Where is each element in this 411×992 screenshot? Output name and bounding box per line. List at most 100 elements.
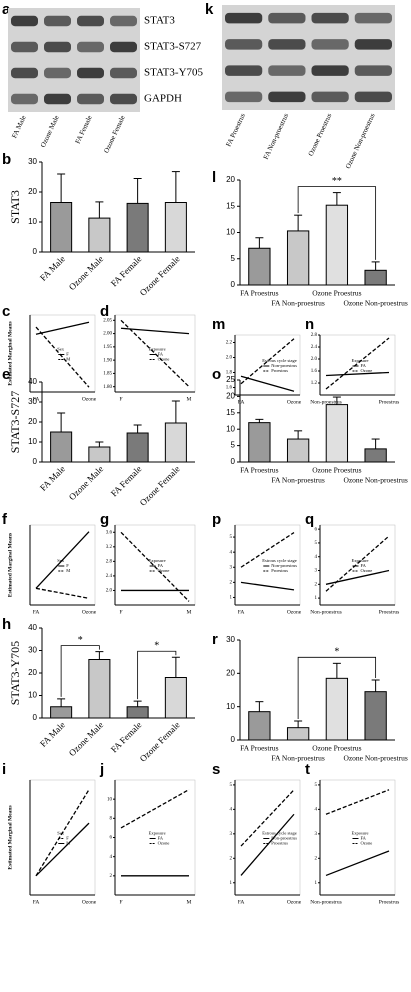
y-axis-label: STAT3-S727: [8, 391, 22, 453]
panel-letter: r: [212, 631, 218, 648]
blot-band: [44, 93, 71, 105]
x-tick-label: Proestrus: [379, 899, 399, 905]
plot-frame: [114, 524, 196, 606]
blot-band: [44, 67, 71, 79]
band-label: STAT3-S727: [144, 41, 202, 53]
panel-letter: l: [212, 169, 216, 186]
blot-band: [225, 91, 263, 103]
y-tick-label: 1.95: [103, 345, 112, 350]
blot-band: [11, 15, 38, 27]
lane-label: Ozone Proestrus: [307, 112, 334, 157]
legend-label: Proestrus: [271, 368, 288, 373]
legend-title: Sex: [57, 831, 65, 836]
panel-letter: h: [2, 616, 11, 633]
y-tick-label: 0: [231, 280, 236, 289]
y-tick-label: 1.8: [226, 371, 233, 376]
y-tick-label: 20: [28, 417, 37, 426]
y-tick-label: 1: [315, 881, 318, 886]
x-tick-label: FA Female: [109, 254, 144, 289]
blot-band: [77, 93, 104, 105]
bar: [286, 230, 310, 286]
x-tick-label: FA Proestrus: [240, 744, 278, 753]
legend-label: Ozone: [158, 841, 170, 846]
y-tick-label: 1.85: [103, 372, 112, 377]
x-tick-label: Ozone Proestrus: [312, 744, 361, 753]
series-line: [120, 319, 190, 388]
plot-frame: [29, 314, 96, 393]
significance-label: *: [154, 641, 159, 652]
significance-label: *: [78, 635, 83, 646]
x-tick-label: FA: [33, 609, 40, 615]
y-tick-label: 2.05: [103, 318, 112, 323]
blot-band: [354, 91, 392, 103]
y-tick-label: 0: [231, 457, 236, 466]
legend-title: Estrous cycle stage: [262, 558, 297, 563]
panel-letter: i: [2, 761, 6, 778]
series-line: [120, 327, 190, 335]
y-tick-label: 4: [315, 555, 318, 560]
blot-band: [110, 93, 137, 105]
series-line: [35, 326, 90, 388]
y-tick-label: 10: [28, 437, 37, 446]
y-tick-label: 0: [33, 457, 38, 466]
x-tick-label: M: [187, 899, 192, 905]
blot-band: [354, 39, 392, 50]
bar: [325, 404, 349, 463]
series-line: [325, 371, 390, 377]
lane-label: Ozone Male: [39, 114, 61, 149]
y-tick-label: 20: [28, 668, 37, 677]
legend-title: Exposure: [352, 358, 369, 363]
y-tick-label: 4: [230, 550, 233, 555]
blot-band: [311, 91, 349, 103]
blot-band: [77, 67, 104, 79]
series-line: [35, 587, 90, 599]
x-tick-label: Ozone Female: [138, 254, 182, 298]
series-line: [325, 337, 390, 390]
lane-label: Ozone Non-proestrus: [344, 112, 377, 170]
y-tick-label: 3: [230, 565, 233, 570]
y-axis-label: Estimated Marginal Means: [7, 805, 13, 869]
y-tick-label: 8: [110, 816, 113, 821]
blot-band: [77, 15, 104, 27]
y-tick-label: 0: [33, 713, 38, 722]
y-tick-label: 6: [315, 527, 318, 532]
legend-label: F: [66, 563, 69, 568]
bar: [88, 659, 111, 719]
legend-label: Non-proestrus: [271, 836, 297, 841]
x-tick-label: Ozone Proestrus: [312, 466, 361, 475]
x-tick-label: FA Non-proestrus: [271, 754, 324, 763]
bar: [325, 204, 349, 286]
blot-band: [225, 39, 263, 50]
y-tick-label: 20: [226, 175, 235, 184]
legend-title: Sex: [57, 558, 65, 563]
legend-label: FA: [361, 363, 367, 368]
y-tick-label: 1: [230, 881, 233, 886]
bar: [50, 431, 73, 463]
y-tick-label: 2.8: [311, 333, 318, 338]
panel-letter: j: [99, 761, 104, 778]
bar: [126, 432, 149, 463]
plot-frame: [29, 779, 96, 896]
panel-letter: g: [100, 511, 109, 528]
band-label: STAT3: [144, 15, 175, 27]
x-tick-label: Ozone: [287, 899, 302, 905]
panel-letter: c: [2, 303, 10, 320]
y-tick-label: 6: [110, 836, 113, 841]
panel-letter: s: [212, 761, 220, 778]
legend-title: Exposure: [149, 558, 166, 563]
y-tick-label: 2: [315, 856, 318, 861]
y-tick-label: 3.6: [106, 530, 113, 535]
bar: [88, 217, 111, 253]
bar: [50, 706, 73, 719]
bar: [164, 677, 187, 719]
series-line: [35, 789, 90, 877]
y-axis-label: STAT3: [8, 190, 22, 224]
y-tick-label: 30: [226, 635, 235, 644]
y-tick-label: 1.2: [311, 381, 318, 386]
legend-label: FA: [158, 563, 164, 568]
series-line: [240, 338, 295, 385]
significance-bracket: [137, 650, 177, 700]
y-tick-label: 20: [226, 392, 235, 401]
y-tick-label: 10: [226, 424, 235, 433]
